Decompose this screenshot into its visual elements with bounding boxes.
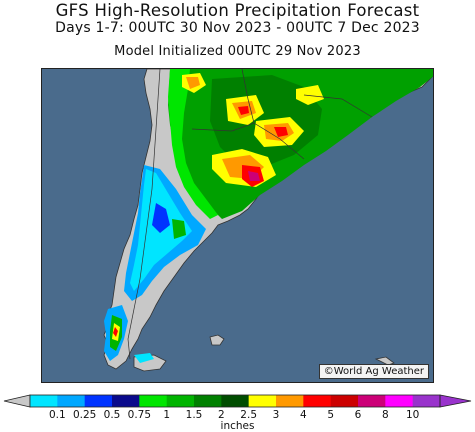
colorbar-bin [112,395,140,407]
colorbar-bin [303,395,331,407]
colorbar-under-arrow [3,394,31,408]
colorbar-tick-label: 5 [327,409,334,421]
colorbar-tick-label: 0.1 [48,409,66,421]
precip-magenta-4 [248,171,260,181]
colorbar-bin [84,395,113,407]
colorbar-bin [276,395,304,407]
precip-red-3 [274,127,288,137]
colorbar-bin [221,395,249,407]
colorbar-units: inches [220,420,255,432]
precip-red-2 [238,106,249,115]
precip-lightgreen-edge [168,69,218,219]
colorbar-bin [248,395,277,407]
colorbar-bin [330,395,359,407]
colorbar-bin [166,395,195,407]
colorbar-bin [385,395,413,407]
colorbar-over-arrow [439,394,472,408]
colorbar-tick-label: 0.75 [127,409,152,421]
colorbar-tick-label: 10 [405,409,420,421]
map-credit: ©World Ag Weather [318,364,429,379]
precip-red-patagonia [113,327,118,337]
map-canvas [42,69,433,382]
colorbar-tick-label: 1 [163,409,170,421]
colorbar-tick-label: 1.5 [185,409,203,421]
colorbar-outline [29,394,441,408]
colorbar-bin [412,395,441,407]
falkland-islands [209,334,225,346]
colorbar-tick-label: 0.25 [72,409,97,421]
precipitation-map: ©World Ag Weather [41,68,434,383]
colorbar-tick-label: 4 [299,409,307,421]
colorbar [3,394,472,408]
colorbar-tick-label: 2.5 [240,409,258,421]
precip-orange-1 [186,77,200,89]
map-title: GFS High-Resolution Precipitation Foreca… [55,1,420,20]
country-borders [127,69,373,360]
precip-darkblue-andes [152,203,170,233]
colorbar-bin [194,395,222,407]
precip-yellow-5 [296,85,324,105]
colorbar-bin [57,395,85,407]
colorbar-tick-label: 3 [272,409,280,421]
forecast-period: Days 1-7: 00UTC 30 Nov 2023 - 00UTC 7 De… [55,20,420,36]
colorbar-bin [358,395,386,407]
colorbar-tick-label: 6 [354,409,362,421]
precip-cyan-fuego [134,353,154,363]
colorbar-tick-label: 2 [217,409,225,421]
colorbar-bin [139,395,167,407]
precip-green-coast [172,219,186,239]
colorbar-tick-label: 0.5 [103,409,121,421]
model-init-time: Model Initialized 00UTC 29 Nov 2023 [114,44,361,59]
south-georgia-island [374,356,395,366]
colorbar-tick-label: 8 [381,409,389,421]
colorbar-bin [30,395,58,407]
